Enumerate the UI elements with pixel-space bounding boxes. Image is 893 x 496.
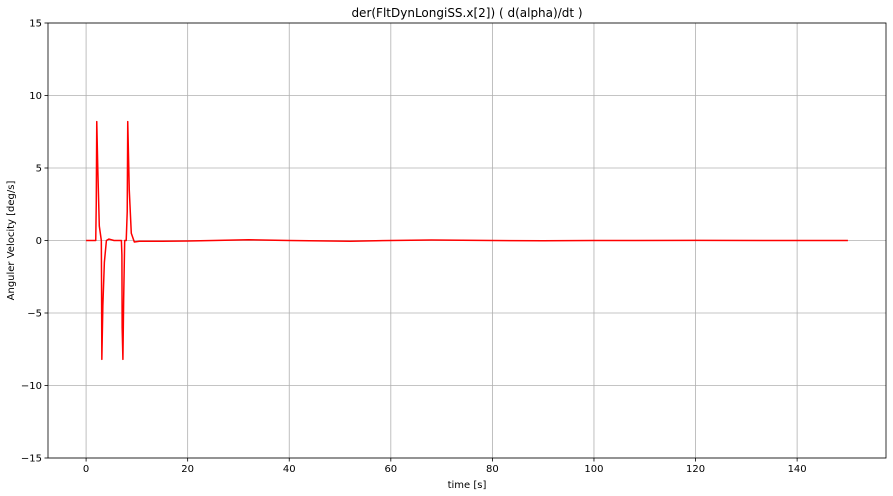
y-axis-label: Anguler Velocity [deg/s] <box>6 181 17 301</box>
y-tick-label: 5 <box>36 164 42 175</box>
chart-title: der(FltDynLongiSS.x[2]) ( d(alpha)/dt ) <box>351 6 582 20</box>
x-tick-label: 40 <box>283 464 296 475</box>
y-tick-label: 0 <box>36 236 42 247</box>
y-tick-label: −10 <box>21 381 42 392</box>
x-tick-label: 80 <box>486 464 499 475</box>
x-tick-label: 60 <box>384 464 397 475</box>
y-tick-label: 15 <box>29 19 42 30</box>
ticks: 0 20 40 60 80 100 120 140 −15 −10 −5 0 5 10 15 <box>21 19 807 476</box>
x-tick-label: 120 <box>686 464 705 475</box>
y-tick-label: −15 <box>21 454 42 465</box>
y-tick-label: −5 <box>27 309 42 320</box>
x-tick-label: 0 <box>83 464 89 475</box>
y-tick-label: 10 <box>29 91 42 102</box>
series-line <box>86 120 848 361</box>
x-tick-label: 20 <box>181 464 194 475</box>
series-layer <box>86 120 848 361</box>
x-tick-label: 100 <box>584 464 603 475</box>
x-tick-label: 140 <box>788 464 807 475</box>
x-axis-label: time [s] <box>448 480 487 491</box>
